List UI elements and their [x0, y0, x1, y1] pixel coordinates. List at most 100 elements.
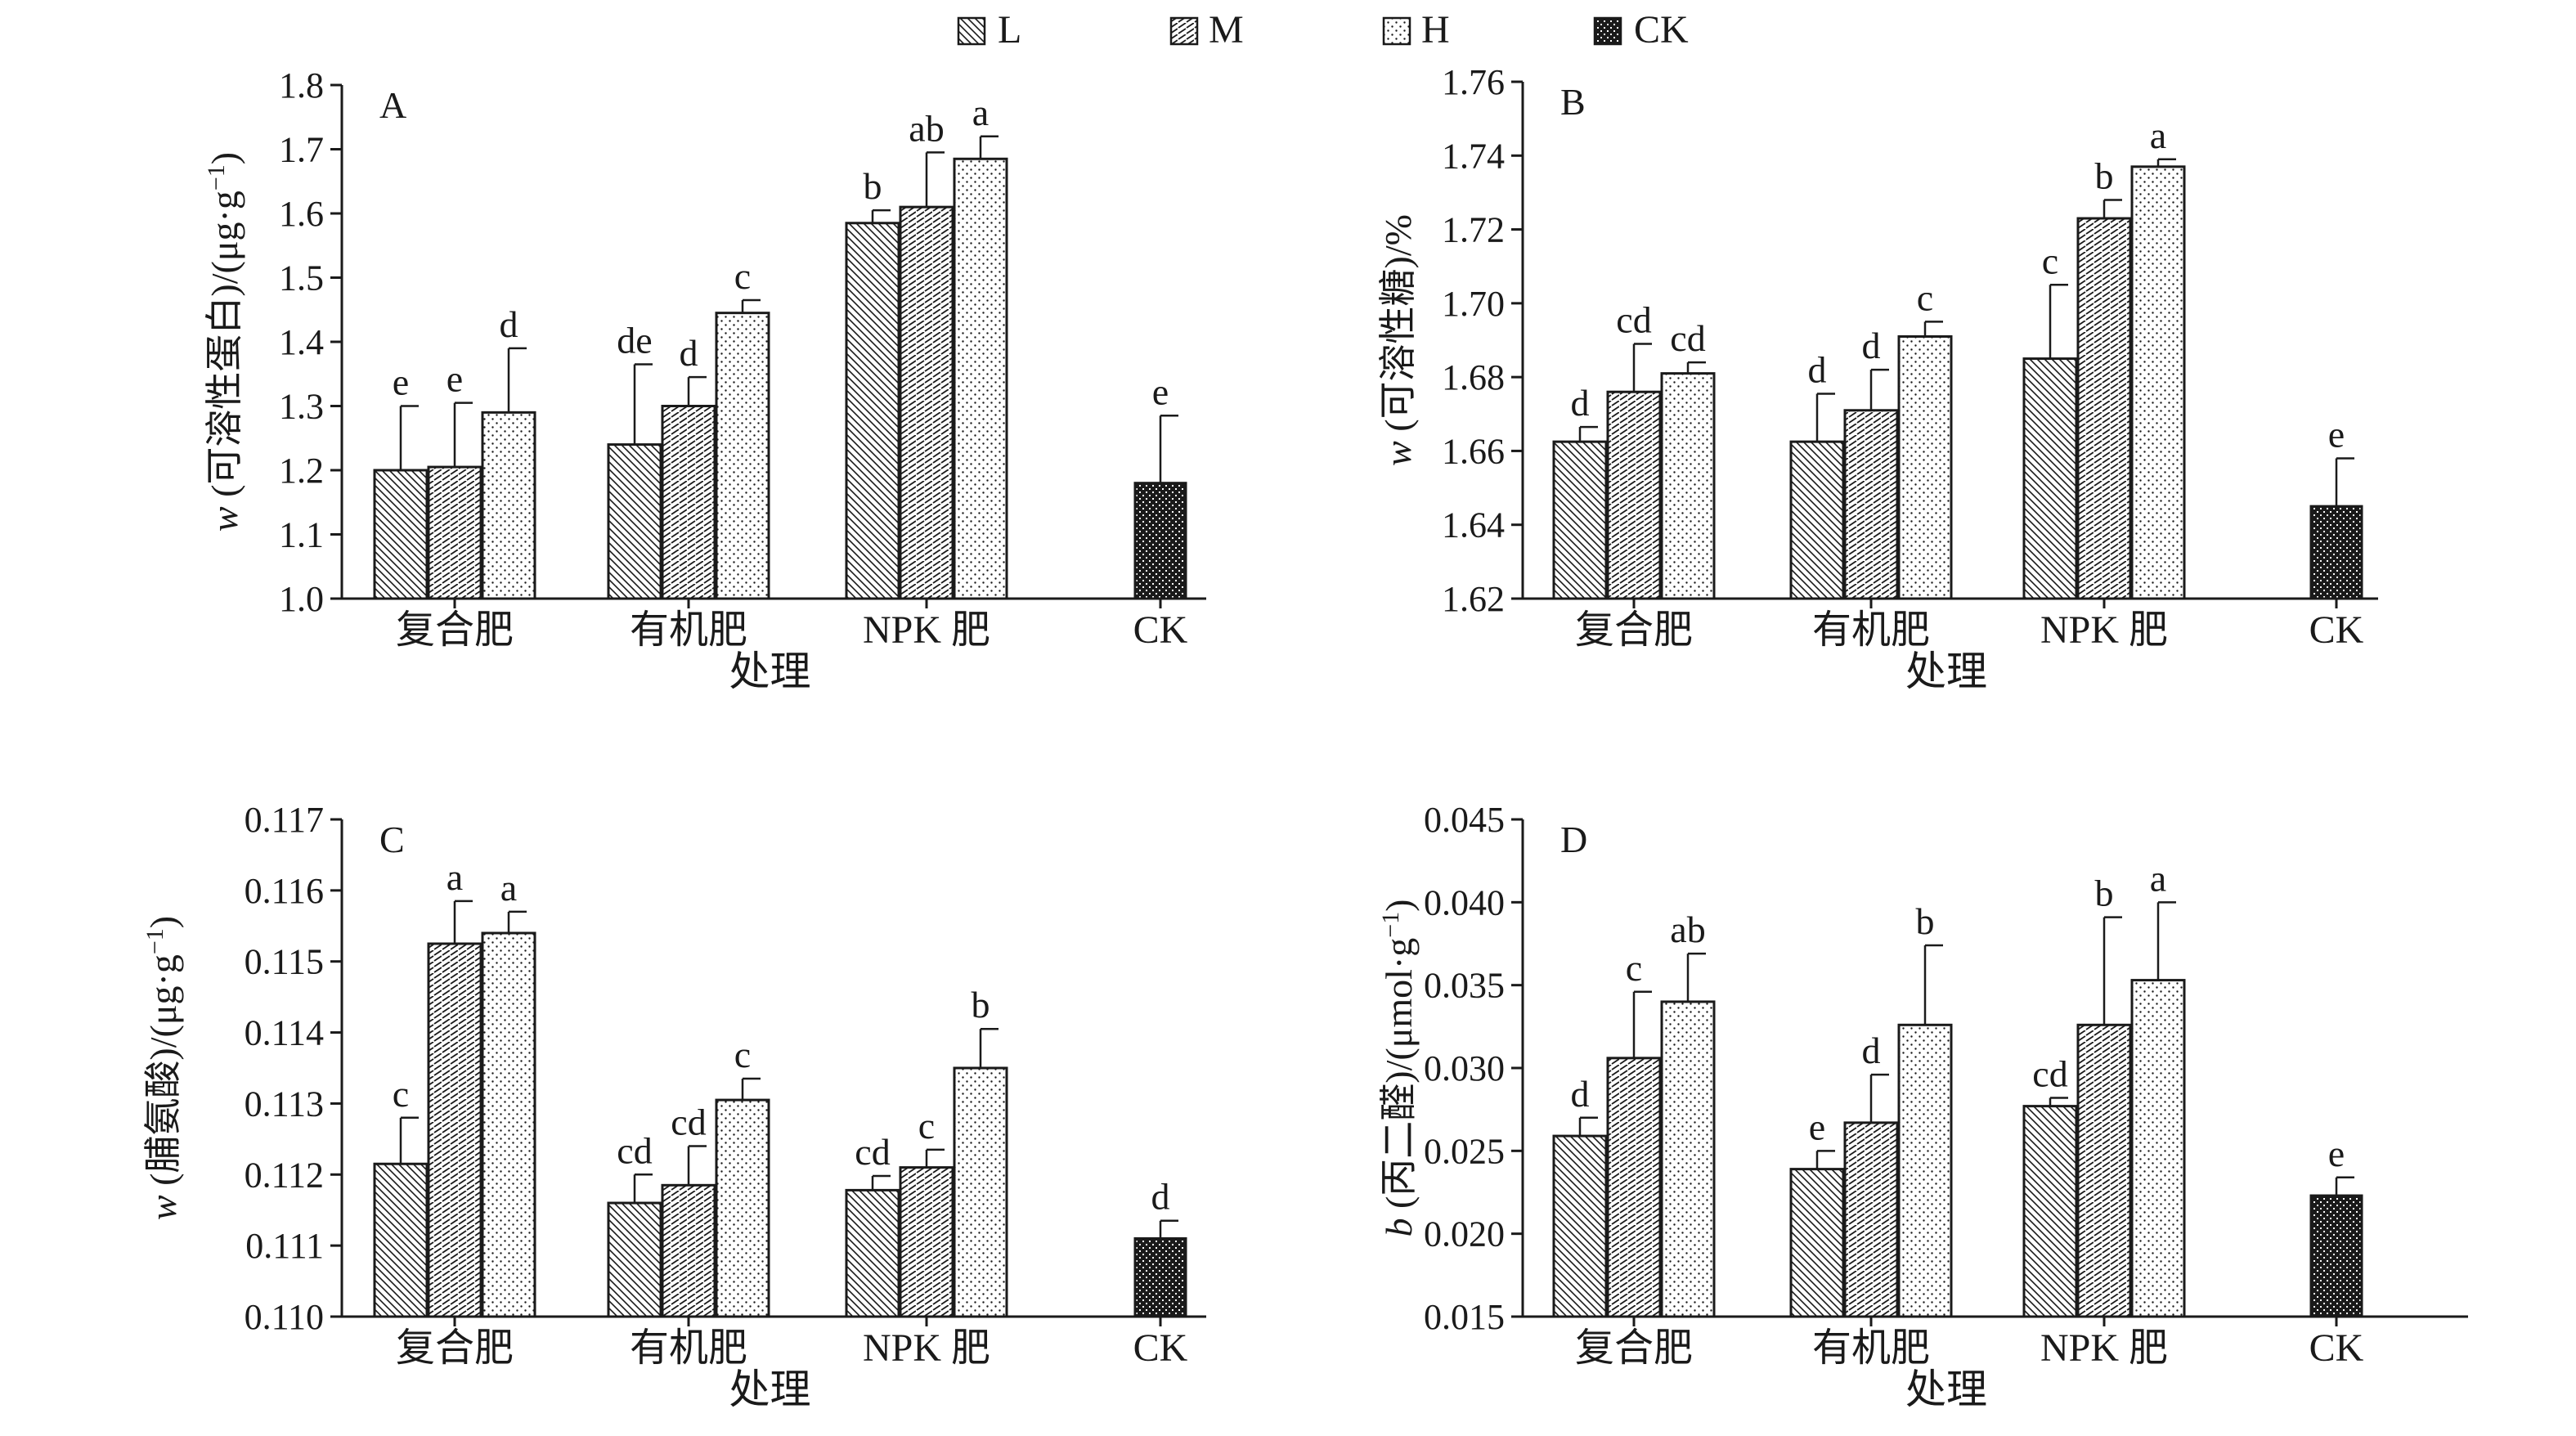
bar-L [845, 222, 900, 600]
bar-M [899, 1166, 954, 1318]
x-tick-label: CK [2309, 1326, 2364, 1370]
bar-H [1897, 334, 1953, 600]
legend-item-H: H [1382, 8, 1450, 52]
y-axis-label-end: ) [204, 152, 245, 164]
significance-label-L: d [1571, 382, 1590, 424]
y-tick-label: 1.7 [279, 130, 324, 170]
bar-H [1897, 1023, 1953, 1318]
significance-label-H: ab [1670, 909, 1705, 950]
significance-label-H: b [972, 984, 990, 1025]
y-tick-label: 1.76 [1442, 62, 1505, 102]
significance-label-H: c [1917, 276, 1933, 318]
x-axis-label: 处理 [729, 1366, 811, 1412]
legend-label-L: L [998, 8, 1021, 52]
y-axis-label-sup: −1 [1377, 912, 1404, 938]
bar-M [1843, 1121, 1899, 1318]
x-tick-label: NPK 肥 [863, 1326, 990, 1370]
legend-item-L: L [957, 8, 1021, 52]
significance-label-L: d [1571, 1073, 1590, 1115]
x-tick-label: CK [1133, 608, 1188, 652]
bar-M [2076, 217, 2132, 600]
panel-D: 0.015 0.020 0.025 0.030 0.035 0.040 0.045 复合肥 有机… [1377, 800, 2468, 1412]
significance-label-CK: d [1151, 1176, 1170, 1218]
bar-L [1789, 440, 1845, 600]
legend-item-CK: CK [1593, 8, 1689, 52]
bar-H [953, 157, 1008, 600]
significance-label-CK: e [1152, 370, 1169, 412]
significance-label-M: ab [909, 107, 944, 149]
y-axis-label-end: ) [1378, 899, 1420, 911]
y-axis-label-text: (可溶性糖)/% [1377, 214, 1419, 441]
y-tick-label: 1.74 [1442, 136, 1505, 176]
y-tick-label: 1.6 [279, 194, 324, 234]
x-tick-label: 复合肥 [1575, 1326, 1693, 1370]
x-tick-label: 复合肥 [1575, 608, 1693, 652]
significance-label-H: a [972, 92, 989, 133]
y-tick-label: 0.030 [1424, 1048, 1505, 1088]
legend: L M H CK [957, 8, 1689, 52]
significance-label-L: d [1808, 348, 1827, 390]
y-tick-label: 0.110 [245, 1297, 324, 1337]
y-tick-label: 1.1 [279, 515, 324, 555]
bar-CK [2309, 1194, 2363, 1318]
y-axis-label-sup: −1 [203, 164, 230, 191]
bar-H [715, 1098, 770, 1318]
y-tick-label: 1.62 [1442, 579, 1505, 619]
bar-M [2076, 1023, 2132, 1318]
y-tick-label: 0.020 [1424, 1214, 1505, 1254]
x-axis-label: 处理 [729, 648, 811, 694]
x-tick-label: CK [2309, 608, 2364, 652]
x-tick-label: 有机肥 [1812, 1326, 1930, 1370]
y-axis-label-var: w [204, 506, 245, 532]
bar-L [1552, 440, 1608, 600]
bar-H [1660, 1000, 1716, 1318]
significance-label-CK: e [2328, 1133, 2345, 1174]
bar-CK [1133, 482, 1187, 600]
bar-M [1843, 409, 1899, 600]
y-axis-label-text: (可溶性蛋白)/(μg·g [204, 191, 245, 506]
bar-M [427, 465, 482, 600]
panel-letter: B [1560, 81, 1586, 123]
significance-label-M: d [1862, 1030, 1881, 1071]
legend-label-H: H [1421, 8, 1450, 52]
y-axis-label-var: w [142, 1195, 184, 1220]
y-tick-label: 1.4 [279, 322, 324, 362]
bar-L [2022, 357, 2078, 600]
y-tick-label: 1.5 [279, 258, 324, 298]
legend-swatch-M [1169, 16, 1199, 46]
y-tick-label: 1.2 [279, 451, 324, 491]
significance-label-L: c [2042, 240, 2058, 281]
bar-M [1606, 1057, 1662, 1318]
y-tick-label: 1.8 [279, 65, 324, 105]
legend-item-M: M [1169, 8, 1244, 52]
significance-label-CK: e [2328, 413, 2345, 455]
bar-L [373, 469, 429, 600]
panel-A: 1.0 1.1 1.2 1.3 1.4 1.5 1.6 1.7 1.8 复合肥 有机肥 NPK 肥 CK… [203, 65, 1206, 694]
significance-label-H: c [734, 255, 751, 297]
bar-M [1606, 390, 1662, 600]
significance-label-M: a [447, 856, 463, 898]
significance-label-H: a [500, 867, 517, 909]
x-tick-label: 有机肥 [1812, 608, 1930, 652]
panel-B: 1.62 1.64 1.66 1.68 1.70 1.72 1.74 1.76 复合肥 有机肥 NP… [1377, 62, 2378, 694]
y-tick-label: 1.70 [1442, 284, 1505, 324]
y-tick-label: 1.66 [1442, 431, 1505, 471]
y-tick-label: 0.025 [1424, 1131, 1505, 1171]
significance-label-L: e [393, 361, 409, 403]
bar-H [481, 411, 536, 600]
significance-label-L: e [1809, 1106, 1825, 1147]
bar-H [481, 931, 536, 1318]
y-axis-label-var: w [1377, 441, 1419, 466]
y-tick-label: 1.3 [279, 387, 324, 427]
bar-CK [2309, 505, 2363, 600]
x-tick-label: 有机肥 [630, 608, 747, 652]
y-axis-label-text: (丙二醛)/(μmol·g [1378, 938, 1420, 1218]
bar-M [899, 205, 954, 600]
y-axis-label: w (脯氨酸)/(μg·g−1) [141, 916, 185, 1220]
significance-label-H: a [2150, 857, 2166, 899]
legend-label-M: M [1209, 8, 1244, 52]
x-tick-label: NPK 肥 [2040, 1326, 2168, 1370]
significance-label-L: cd [2032, 1052, 2067, 1094]
bar-L [607, 1201, 662, 1318]
